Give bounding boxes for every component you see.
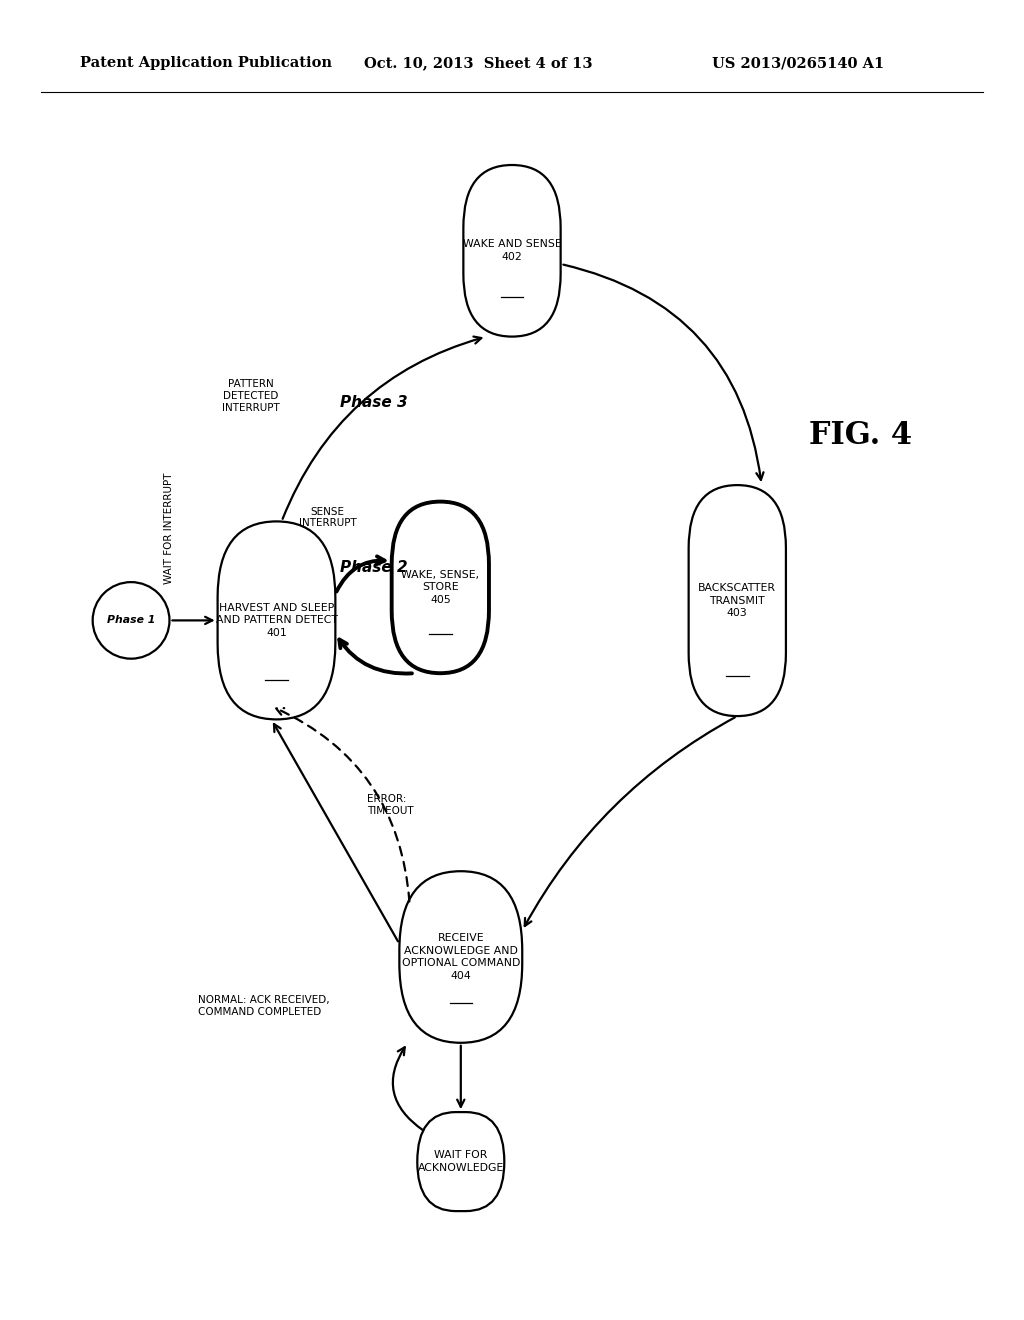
- FancyArrowPatch shape: [393, 1047, 423, 1130]
- FancyBboxPatch shape: [463, 165, 561, 337]
- Text: WAIT FOR
ACKNOWLEDGE: WAIT FOR ACKNOWLEDGE: [418, 1150, 504, 1173]
- Text: Patent Application Publication: Patent Application Publication: [80, 57, 332, 70]
- FancyBboxPatch shape: [399, 871, 522, 1043]
- Text: SENSE
INTERRUPT: SENSE INTERRUPT: [299, 507, 356, 528]
- Text: Phase 1: Phase 1: [106, 615, 156, 626]
- FancyArrowPatch shape: [563, 264, 764, 480]
- Text: Phase 3: Phase 3: [340, 395, 408, 411]
- Text: HARVEST AND SLEEP
AND PATTERN DETECT
401: HARVEST AND SLEEP AND PATTERN DETECT 401: [215, 603, 338, 638]
- FancyArrowPatch shape: [274, 723, 398, 941]
- FancyArrowPatch shape: [524, 718, 735, 927]
- FancyArrowPatch shape: [337, 556, 385, 591]
- Text: WAIT FOR INTERRUPT: WAIT FOR INTERRUPT: [164, 473, 174, 583]
- FancyArrowPatch shape: [457, 1045, 465, 1107]
- Text: ERROR:
TIMEOUT: ERROR: TIMEOUT: [367, 795, 414, 816]
- FancyBboxPatch shape: [688, 484, 786, 715]
- FancyBboxPatch shape: [391, 502, 489, 673]
- FancyBboxPatch shape: [218, 521, 336, 719]
- Text: FIG. 4: FIG. 4: [809, 420, 911, 451]
- FancyBboxPatch shape: [418, 1111, 505, 1212]
- FancyArrowPatch shape: [276, 708, 410, 902]
- Ellipse shape: [92, 582, 170, 659]
- FancyArrowPatch shape: [339, 639, 412, 673]
- Text: PATTERN
DETECTED
INTERRUPT: PATTERN DETECTED INTERRUPT: [222, 379, 280, 413]
- FancyArrowPatch shape: [172, 616, 212, 624]
- Text: Phase 2: Phase 2: [340, 560, 408, 576]
- Text: BACKSCATTER
TRANSMIT
403: BACKSCATTER TRANSMIT 403: [698, 583, 776, 618]
- Text: NORMAL: ACK RECEIVED,
COMMAND COMPLETED: NORMAL: ACK RECEIVED, COMMAND COMPLETED: [198, 995, 330, 1016]
- Text: WAKE, SENSE,
STORE
405: WAKE, SENSE, STORE 405: [401, 570, 479, 605]
- Text: US 2013/0265140 A1: US 2013/0265140 A1: [712, 57, 884, 70]
- Text: WAKE AND SENSE
402: WAKE AND SENSE 402: [463, 239, 561, 263]
- FancyArrowPatch shape: [283, 337, 481, 519]
- Text: Oct. 10, 2013  Sheet 4 of 13: Oct. 10, 2013 Sheet 4 of 13: [364, 57, 592, 70]
- Text: RECEIVE
ACKNOWLEDGE AND
OPTIONAL COMMAND
404: RECEIVE ACKNOWLEDGE AND OPTIONAL COMMAND…: [401, 933, 520, 981]
